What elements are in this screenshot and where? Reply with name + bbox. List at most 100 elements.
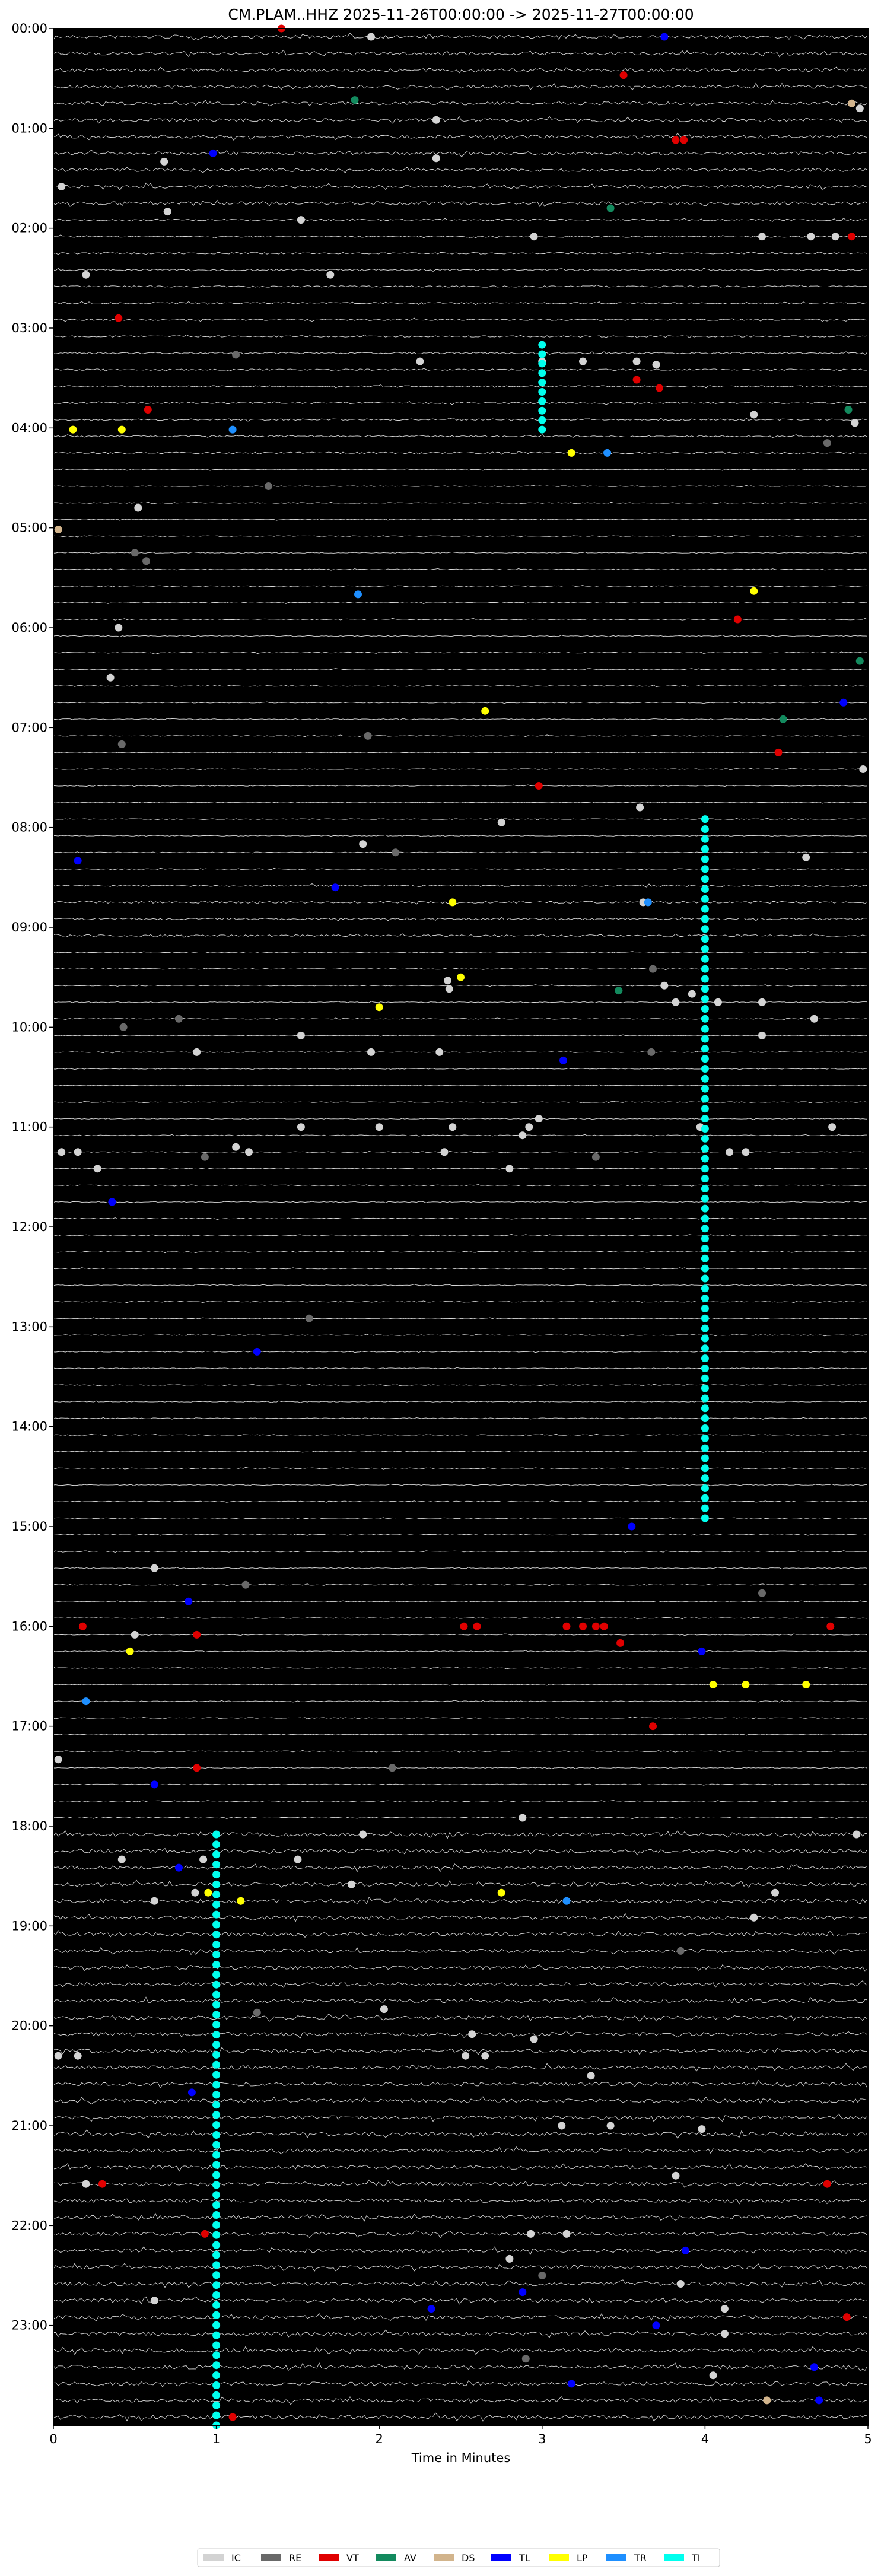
trace-line [53,1534,868,1536]
trace-line [53,984,868,987]
x-tick-label: 0 [49,2432,57,2446]
trace-line [53,2296,868,2305]
trace-line [53,834,868,837]
event-marker-ic [462,2052,470,2060]
tremor-marker [212,1990,221,1999]
tremor-marker [701,1115,709,1123]
tremor-marker [701,1434,709,1442]
tremor-marker [212,1961,221,1968]
tremor-marker [701,865,709,873]
tremor-marker [701,825,709,833]
trace-line [53,1980,868,1988]
tremor-marker [538,341,546,349]
trace-line [53,2246,868,2255]
tremor-marker [701,1025,709,1033]
trace-line [53,1001,868,1003]
trace-line [53,2313,868,2322]
tremor-marker [212,2291,221,2299]
y-axis: 00:00 01:00 02:00 03:00 04:00 05:00 06:00 07:00… [11,21,53,2333]
tremor-marker [212,2371,221,2380]
tremor-marker [701,935,709,943]
tremor-marker [701,1155,709,1163]
tremor-marker [701,1144,709,1153]
trace-line [53,1168,868,1170]
trace-line [53,1734,868,1736]
tremor-marker [701,1214,709,1223]
event-marker-av [351,96,359,104]
tremor-marker [212,2060,221,2069]
tremor-marker [701,1474,709,1483]
tremor-marker [701,975,709,983]
tremor-marker [212,1931,221,1939]
tremor-marker [701,1484,709,1492]
event-marker-tl [681,2246,689,2254]
event-marker-vt [842,2313,851,2321]
event-marker-re [142,557,150,565]
trace-line [53,234,868,238]
tremor-marker [212,2031,221,2039]
tremor-marker [701,1514,709,1522]
tremor-marker [538,360,546,368]
tremor-marker [212,2401,221,2409]
tremor-marker [701,1494,709,1502]
trace-line [53,334,868,338]
tremor-marker [212,2271,221,2279]
event-marker-ic [367,1048,375,1056]
trace-line [53,668,868,671]
trace-line [53,1117,868,1120]
tremor-marker [701,915,709,923]
tremor-marker [701,1235,709,1243]
event-marker-ic [160,157,168,166]
tremor-marker [212,2101,221,2109]
y-tick-label: 06:00 [11,621,47,635]
trace-line [53,1184,868,1187]
event-marker-av [855,657,864,665]
event-marker-ic [150,1564,158,1572]
event-marker-tl [331,883,339,892]
event-marker-ic [698,2125,706,2133]
event-marker-ic [758,998,766,1006]
tremor-marker [701,1165,709,1173]
event-marker-tl [174,1863,183,1872]
event-marker-ic [359,840,367,848]
event-marker-vt [619,71,628,79]
tremor-marker [701,1424,709,1432]
tremor-marker [701,945,709,953]
event-marker-re [117,740,126,748]
trace-line [53,1863,868,1872]
event-marker-tl [810,2363,818,2371]
event-marker-ic [831,233,839,241]
tremor-marker [212,2141,221,2149]
tremor-marker [701,1065,709,1073]
event-marker-ic [93,1165,101,1173]
trace-line [53,1750,868,1753]
tremor-marker [701,1464,709,1473]
y-tick-label: 14:00 [11,1420,47,1434]
tremor-marker [212,1980,221,1989]
tremor-marker [701,1354,709,1363]
tremor-marker [212,2381,221,2389]
event-marker-ic [562,2230,571,2238]
legend-swatch-ds [434,2554,454,2561]
trace-line [53,551,868,554]
event-marker-re [305,1314,313,1322]
trace-line [53,1334,868,1337]
event-marker-ic [359,1830,367,1839]
x-tick-label: 4 [701,2432,709,2446]
trace-line [53,2362,868,2372]
legend-swatch-ic [203,2554,224,2561]
tremor-marker [212,2151,221,2159]
event-marker-vt [680,136,688,144]
tremor-marker [212,2311,221,2319]
trace-line [53,1500,868,1503]
trace-line [53,2014,868,2022]
tremor-marker [212,2191,221,2199]
event-marker-ic [527,2230,535,2238]
trace-line [53,701,868,704]
trace-line [53,2279,868,2288]
trace-line [53,1483,868,1486]
trace-line [53,2030,868,2039]
trace-line [53,1633,868,1636]
tremor-marker [701,1194,709,1203]
tremor-marker [538,397,546,405]
